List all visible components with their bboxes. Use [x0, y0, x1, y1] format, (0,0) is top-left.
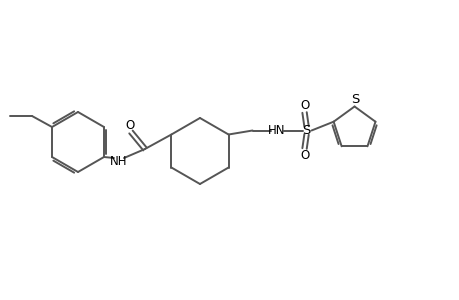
- Text: S: S: [351, 93, 359, 106]
- Text: O: O: [125, 118, 134, 131]
- Text: HN: HN: [267, 124, 285, 137]
- Text: S: S: [302, 124, 310, 137]
- Text: O: O: [299, 99, 308, 112]
- Text: O: O: [299, 149, 308, 162]
- Text: NH: NH: [110, 154, 128, 167]
